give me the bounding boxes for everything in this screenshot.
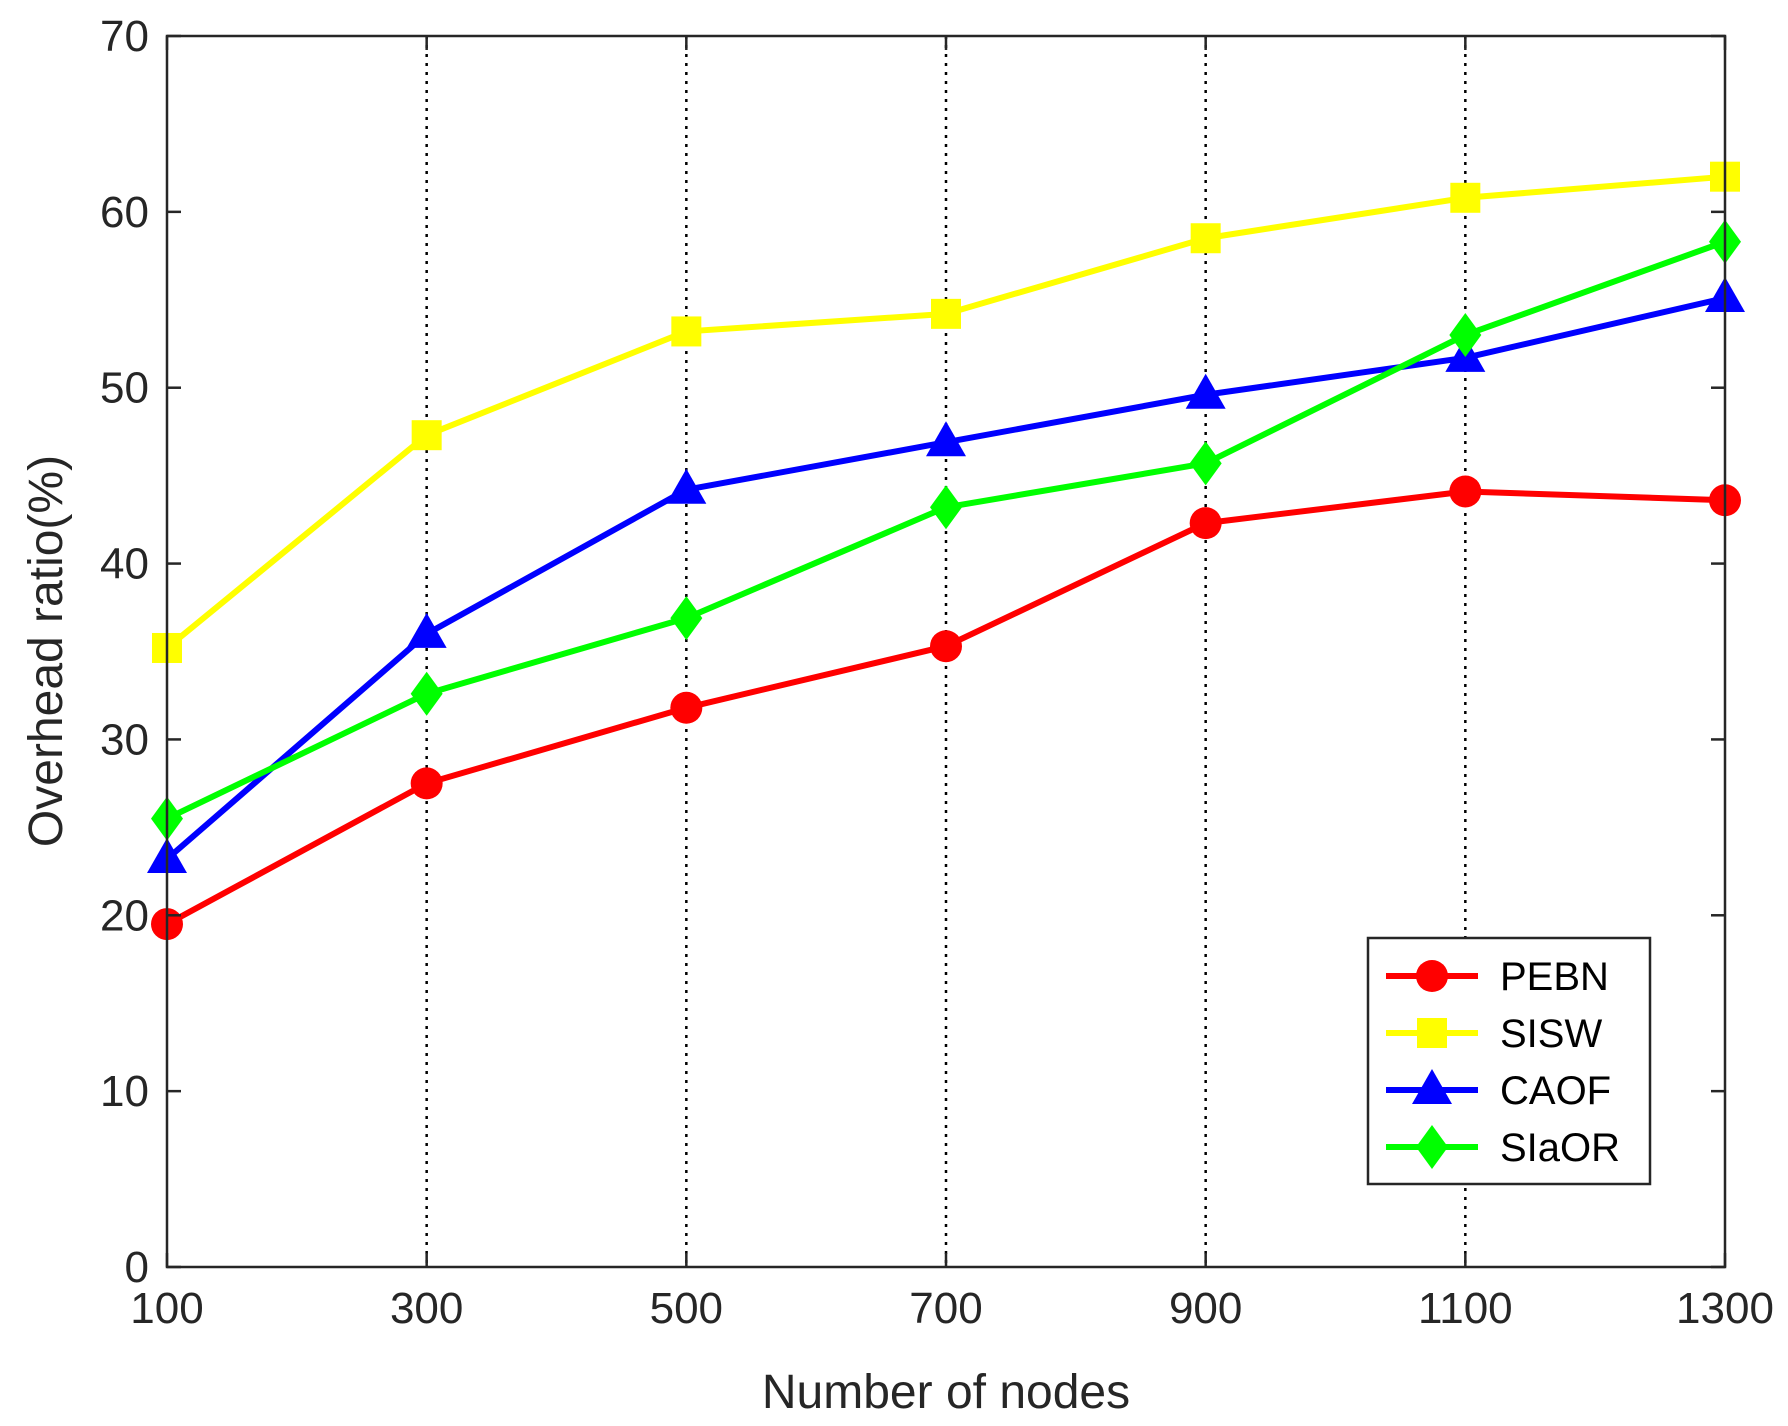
data-point-sisw xyxy=(1190,223,1221,254)
legend-label-pebn: PEBN xyxy=(1500,955,1609,999)
legend-entry-pebn: PEBN xyxy=(1386,955,1609,999)
legend: PEBN SISW CAOF SIaOR xyxy=(1366,936,1652,1186)
x-tick-label: 1300 xyxy=(1676,1284,1774,1333)
data-point-caof xyxy=(1185,373,1226,409)
data-point-pebn xyxy=(930,630,962,663)
y-tick-label: 10 xyxy=(100,1067,149,1116)
data-point-caof xyxy=(926,421,966,457)
y-tick-label: 70 xyxy=(100,12,149,61)
legend-marker-siaor xyxy=(1416,1125,1448,1169)
y-tick-label: 20 xyxy=(100,891,149,940)
legend-label-sisw: SISW xyxy=(1500,1012,1602,1056)
data-point-pebn xyxy=(670,691,703,724)
data-point-caof xyxy=(666,468,707,504)
data-point-sisw xyxy=(1450,182,1481,213)
x-axis-title: Number of nodes xyxy=(762,1366,1130,1419)
series-sisw xyxy=(152,161,1740,663)
data-point-pebn xyxy=(410,767,443,800)
data-point-siaor xyxy=(410,671,443,716)
legend-label-siaor: SIaOR xyxy=(1500,1126,1620,1170)
data-point-siaor xyxy=(670,596,703,641)
y-tick-label: 40 xyxy=(100,540,149,589)
x-tick-label: 900 xyxy=(1169,1284,1242,1333)
data-point-sisw xyxy=(411,420,442,451)
legend-label-caof: CAOF xyxy=(1500,1069,1611,1113)
y-tick-label: 30 xyxy=(100,715,149,764)
legend-marker-sisw xyxy=(1417,1018,1447,1048)
data-point-sisw xyxy=(671,316,702,347)
legend-marker-pebn xyxy=(1416,960,1448,992)
x-tick-label: 700 xyxy=(909,1284,982,1333)
legend-entry-sisw: SISW xyxy=(1386,1012,1602,1056)
data-point-siaor xyxy=(1189,441,1222,486)
data-point-siaor xyxy=(930,485,962,530)
x-tick-label: 500 xyxy=(650,1284,723,1333)
legend-entry-siaor: SIaOR xyxy=(1386,1125,1620,1170)
legend-entry-caof: CAOF xyxy=(1386,1069,1611,1113)
x-tick-label: 1100 xyxy=(1418,1284,1513,1333)
data-point-pebn xyxy=(1189,507,1222,540)
legend-marker-caof xyxy=(1412,1069,1452,1104)
data-point-sisw xyxy=(931,298,961,329)
x-tick-label: 100 xyxy=(130,1284,203,1333)
y-tick-label: 0 xyxy=(125,1243,149,1292)
data-point-pebn xyxy=(1449,475,1482,508)
data-point-caof xyxy=(406,612,447,648)
y-tick-label: 50 xyxy=(100,364,149,413)
y-tick-label: 60 xyxy=(100,188,149,237)
x-tick-label: 300 xyxy=(390,1284,463,1333)
axis-ticks: 100 300 500 700 900 1100 1300 0 10 20 30 40 50 60 70 xyxy=(100,12,1774,1333)
y-axis-title: Overhead ratio(%) xyxy=(20,455,73,847)
data-point-siaor xyxy=(1449,312,1482,357)
series-siaor xyxy=(151,219,1741,841)
